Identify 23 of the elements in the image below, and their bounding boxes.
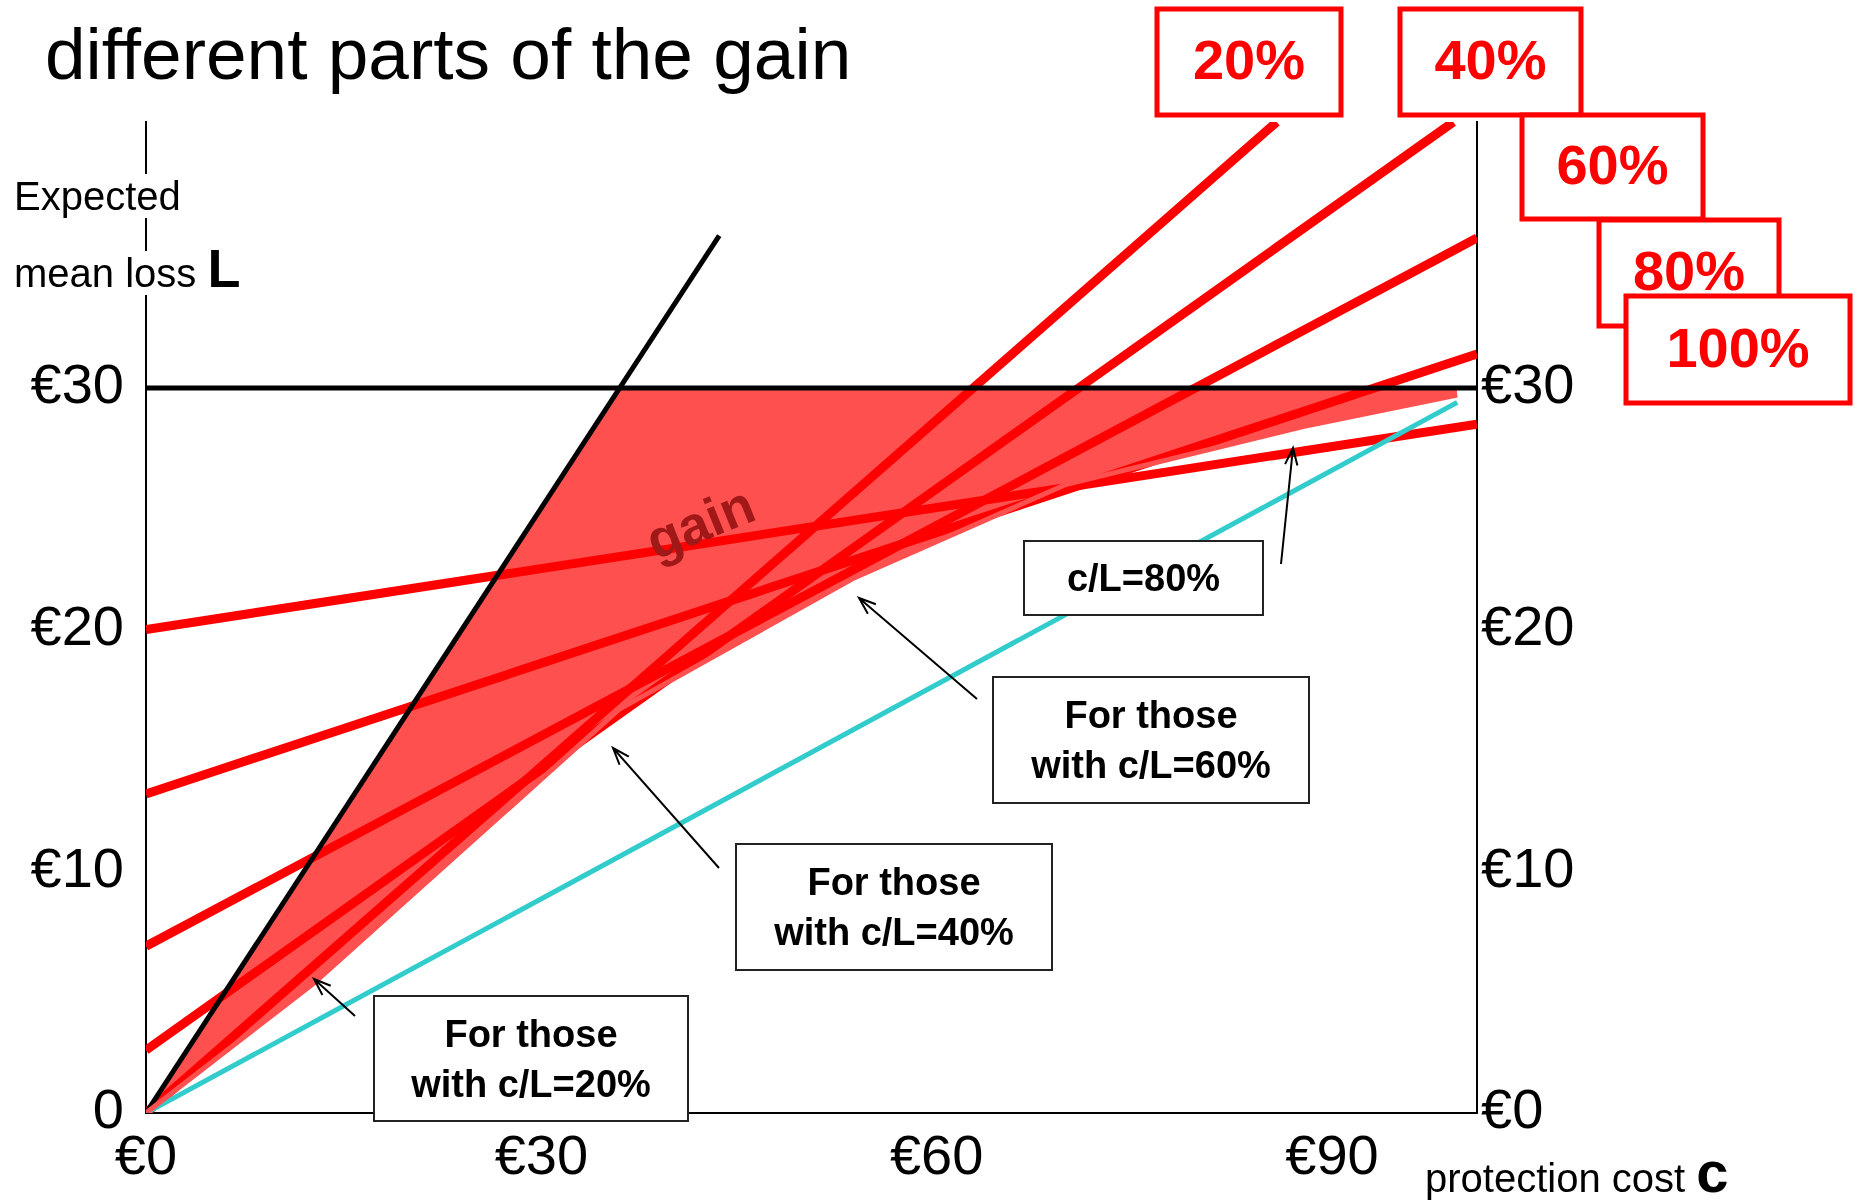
annotation: c/L=80% bbox=[1065, 556, 1222, 601]
y2-tick-label: €10 bbox=[1481, 835, 1575, 899]
legend-label: 100% bbox=[1666, 315, 1810, 379]
chart-title: different parts of the gain bbox=[45, 12, 852, 95]
y-tick-label: €20 bbox=[30, 594, 124, 658]
legend-label: 80% bbox=[1632, 239, 1746, 303]
annotation: For those with c/L=40% bbox=[773, 860, 1015, 955]
annotation: For those with c/L=60% bbox=[1030, 693, 1272, 788]
y-tick-label: €30 bbox=[30, 352, 124, 416]
series-label: 60% bbox=[1556, 133, 1669, 197]
x-axis-title: protection cost c bbox=[1425, 1139, 1729, 1203]
y2-tick-label: €0 bbox=[1481, 1077, 1544, 1141]
annotation: For those with c/L=20% bbox=[410, 1011, 652, 1107]
x-tick-label: €90 bbox=[1285, 1123, 1379, 1187]
y2-tick-label: €30 bbox=[1481, 352, 1575, 416]
series-label: 40% bbox=[1434, 28, 1547, 92]
y-tick-label: €10 bbox=[30, 835, 124, 899]
annotation: gain bbox=[636, 472, 764, 572]
series-label: 20% bbox=[1192, 28, 1306, 92]
x-tick-label: €30 bbox=[494, 1123, 589, 1187]
y-axis-title: Expected mean loss L bbox=[14, 174, 241, 298]
x-tick-label: €60 bbox=[889, 1123, 984, 1187]
y2-tick-label: €20 bbox=[1481, 594, 1575, 658]
